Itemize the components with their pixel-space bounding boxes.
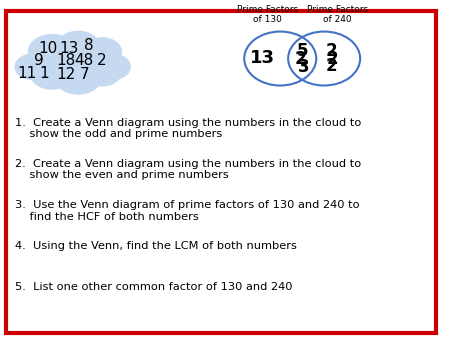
Text: 12: 12 [57,68,76,82]
Circle shape [83,37,122,67]
Text: 11: 11 [17,66,36,81]
Text: 5.  List one other common factor of 130 and 240: 5. List one other common factor of 130 a… [14,282,292,292]
Text: 18: 18 [57,53,76,68]
Circle shape [83,57,122,87]
Text: Prime Factors
of 240: Prime Factors of 240 [307,5,368,24]
Text: 8: 8 [85,38,94,53]
Circle shape [56,30,100,64]
Text: 3: 3 [298,58,309,76]
Text: 9: 9 [34,53,44,68]
Text: 1: 1 [40,66,49,81]
Text: 2: 2 [326,57,338,75]
Circle shape [28,34,76,70]
Text: 5: 5 [297,42,308,60]
Text: 2: 2 [97,53,106,68]
Text: 2.  Create a Venn diagram using the numbers in the cloud to
    show the even an: 2. Create a Venn diagram using the numbe… [14,159,361,180]
Circle shape [14,54,50,80]
Text: 3.  Use the Venn diagram of prime factors of 130 and 240 to
    find the HCF of : 3. Use the Venn diagram of prime factors… [14,200,359,222]
Text: 13: 13 [60,41,79,56]
Text: Prime Factors
of 130: Prime Factors of 130 [237,5,297,24]
Circle shape [30,57,74,90]
Text: 13: 13 [250,49,275,67]
Circle shape [96,54,131,80]
Circle shape [54,58,103,95]
Text: 2: 2 [294,50,306,68]
Text: 4.  Using the Venn, find the LCM of both numbers: 4. Using the Venn, find the LCM of both … [14,241,297,251]
Text: 48: 48 [74,53,94,68]
Text: 10: 10 [38,41,57,56]
Text: 2: 2 [327,50,339,68]
Text: 2: 2 [326,42,338,60]
Text: 7: 7 [80,68,90,82]
Text: 1.  Create a Venn diagram using the numbers in the cloud to
    show the odd and: 1. Create a Venn diagram using the numbe… [14,118,361,139]
